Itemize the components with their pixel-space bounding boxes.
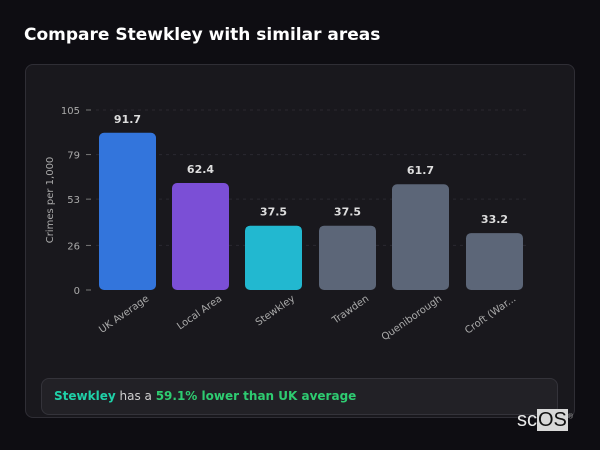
x-tick-label: UK Average <box>97 293 151 335</box>
x-tick-label: Stewkley <box>254 293 297 328</box>
summary-area: Stewkley <box>54 389 116 403</box>
bar-uk-average <box>99 132 156 290</box>
x-tick-label: Croft (War... <box>463 293 518 336</box>
bar-trawden <box>319 225 376 290</box>
bar-croft-war- <box>466 233 523 290</box>
data-label: 61.7 <box>407 164 434 177</box>
data-label: 33.2 <box>481 213 508 226</box>
bar-local-area <box>172 183 229 290</box>
y-tick-label: 105 <box>61 106 80 117</box>
summary-text: has a <box>115 389 156 403</box>
y-tick-label: 53 <box>67 195 80 206</box>
x-tick-label: Trawden <box>330 293 371 327</box>
data-label: 37.5 <box>334 206 361 219</box>
summary-highlight: 59.1% lower than UK average <box>155 389 357 403</box>
summary-banner: Stewkley has a 59.1% lower than UK avera… <box>41 378 558 415</box>
x-tick-label: Local Area <box>175 293 224 332</box>
scos-logo: scOS® <box>517 409 574 431</box>
x-tick-label: Queniborough <box>380 293 444 343</box>
y-axis-label: Crimes per 1,000 <box>45 157 56 244</box>
y-tick-label: 0 <box>74 286 80 297</box>
y-tick-label: 79 <box>67 151 80 162</box>
bar-stewkley <box>245 225 302 290</box>
y-tick-label: 26 <box>67 241 80 252</box>
bar-queniborough <box>392 184 449 290</box>
data-label: 91.7 <box>114 113 141 126</box>
data-label: 37.5 <box>260 206 287 219</box>
page-title: Compare Stewkley with similar areas <box>24 25 381 45</box>
data-label: 62.4 <box>187 163 214 176</box>
